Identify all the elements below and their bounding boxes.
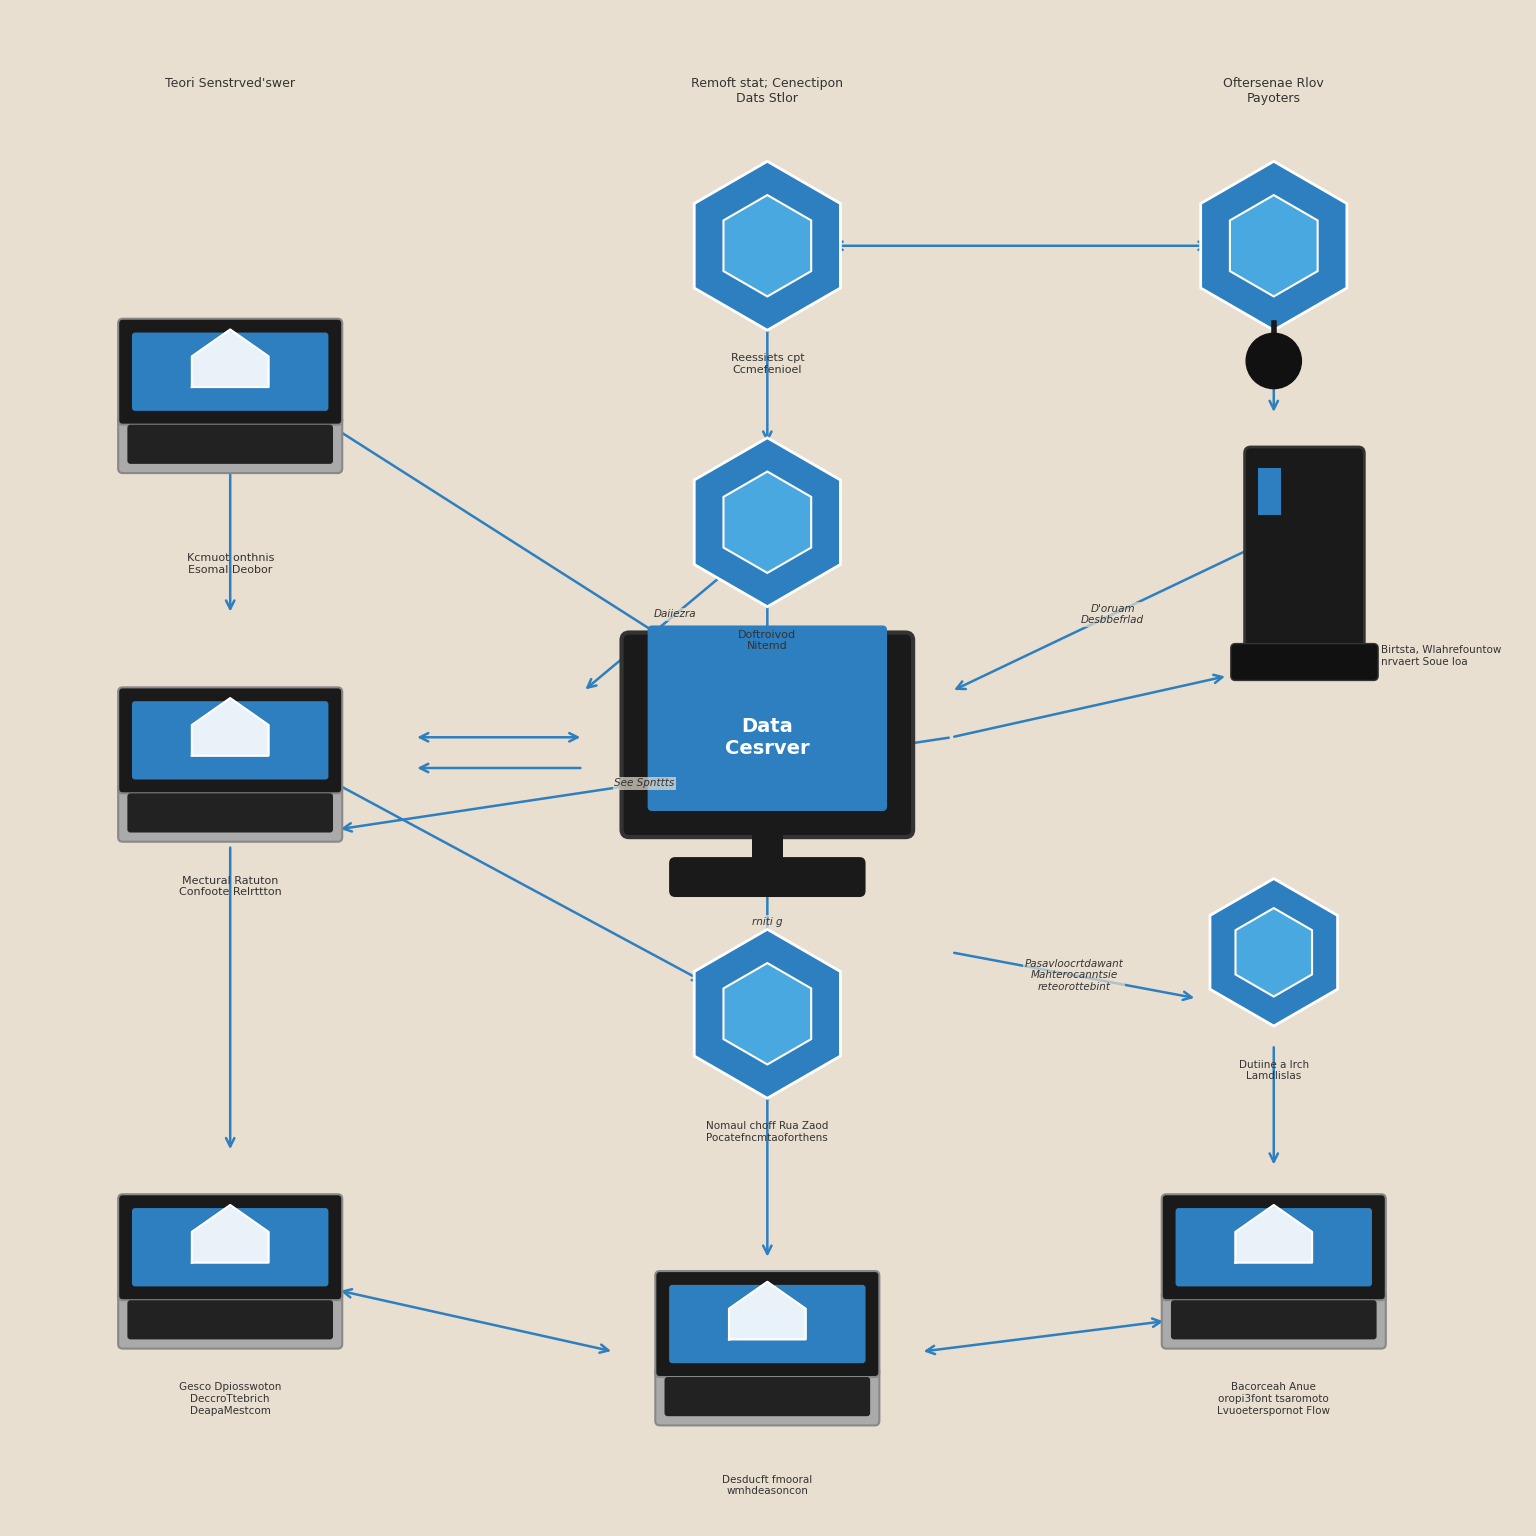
Text: Kcmuot onthnis
Esomal Deobor: Kcmuot onthnis Esomal Deobor — [186, 553, 273, 574]
Text: Reessiets cpt
Ccmefenioel: Reessiets cpt Ccmefenioel — [731, 353, 805, 375]
FancyBboxPatch shape — [622, 633, 912, 837]
Polygon shape — [1235, 1204, 1312, 1263]
FancyBboxPatch shape — [665, 1376, 871, 1416]
Text: rniti g: rniti g — [753, 917, 783, 926]
Polygon shape — [723, 195, 811, 296]
Text: Doftroivod
Nitemd: Doftroivod Nitemd — [739, 630, 796, 651]
Polygon shape — [723, 963, 811, 1064]
Polygon shape — [192, 1204, 269, 1263]
Polygon shape — [694, 438, 840, 607]
FancyBboxPatch shape — [127, 793, 333, 833]
Text: Pasavloocrtdawant
Mahterocanntsie
reteorottebint: Pasavloocrtdawant Mahterocanntsie reteor… — [1025, 958, 1124, 992]
Text: See Spnttts: See Spnttts — [614, 779, 674, 788]
FancyBboxPatch shape — [656, 1369, 880, 1425]
Polygon shape — [1201, 161, 1347, 330]
Text: Dutiine a lrch
Lamdlislas: Dutiine a lrch Lamdlislas — [1238, 1060, 1309, 1081]
FancyBboxPatch shape — [118, 1195, 343, 1299]
Polygon shape — [694, 929, 840, 1098]
Polygon shape — [192, 330, 269, 387]
FancyBboxPatch shape — [1161, 1290, 1385, 1349]
FancyBboxPatch shape — [670, 857, 866, 897]
FancyBboxPatch shape — [132, 1207, 329, 1287]
Text: Birtsta, Wlahrefountow
nrvaert Soue loa: Birtsta, Wlahrefountow nrvaert Soue loa — [1381, 645, 1502, 667]
Text: Bacorceah Anue
oropi3font tsaromoto
Lvuoeterspornot Flow: Bacorceah Anue oropi3font tsaromoto Lvuo… — [1217, 1382, 1330, 1416]
Polygon shape — [723, 472, 811, 573]
FancyBboxPatch shape — [118, 688, 343, 793]
FancyBboxPatch shape — [648, 625, 886, 811]
Polygon shape — [694, 161, 840, 330]
FancyBboxPatch shape — [127, 425, 333, 464]
FancyBboxPatch shape — [1175, 1207, 1372, 1287]
FancyBboxPatch shape — [118, 1290, 343, 1349]
Bar — [753, 829, 783, 868]
Circle shape — [1246, 333, 1301, 389]
FancyBboxPatch shape — [132, 333, 329, 412]
Polygon shape — [192, 699, 269, 756]
Polygon shape — [730, 1281, 806, 1339]
FancyBboxPatch shape — [118, 319, 343, 425]
Text: Daiiezra: Daiiezra — [654, 610, 696, 619]
Text: Nomaul choff Rua Zaod
Pocatefncmtaoforthens: Nomaul choff Rua Zaod Pocatefncmtaoforth… — [707, 1121, 828, 1143]
Text: Remoft stat; Cenectipon
Dats Stlor: Remoft stat; Cenectipon Dats Stlor — [691, 77, 843, 104]
FancyBboxPatch shape — [118, 416, 343, 473]
Polygon shape — [1210, 879, 1338, 1026]
Text: Data
Cesrver: Data Cesrver — [725, 717, 809, 757]
FancyBboxPatch shape — [132, 700, 329, 780]
FancyBboxPatch shape — [1244, 447, 1364, 659]
Text: Oftersenae Rlov
Payoters: Oftersenae Rlov Payoters — [1223, 77, 1324, 104]
Text: Desducft fmooral
wmhdeasoncon: Desducft fmooral wmhdeasoncon — [722, 1475, 813, 1496]
FancyBboxPatch shape — [118, 785, 343, 842]
Text: Mectural Ratuton
Confoote Relrttton: Mectural Ratuton Confoote Relrttton — [178, 876, 281, 897]
Text: Gesco Dpiosswoton
DeccroTtebrich
DeapaMestcom: Gesco Dpiosswoton DeccroTtebrich DeapaMe… — [180, 1382, 281, 1416]
Bar — [1258, 468, 1281, 515]
Polygon shape — [1230, 195, 1318, 296]
FancyBboxPatch shape — [127, 1299, 333, 1339]
FancyBboxPatch shape — [656, 1272, 880, 1376]
FancyBboxPatch shape — [1230, 644, 1378, 680]
Polygon shape — [1235, 908, 1312, 997]
Text: D'oruam
Desbbefrlad: D'oruam Desbbefrlad — [1081, 604, 1144, 625]
FancyBboxPatch shape — [670, 1284, 866, 1364]
Text: Teori Senstrved'swer: Teori Senstrved'swer — [166, 77, 295, 89]
FancyBboxPatch shape — [1170, 1299, 1376, 1339]
FancyBboxPatch shape — [1161, 1195, 1385, 1299]
